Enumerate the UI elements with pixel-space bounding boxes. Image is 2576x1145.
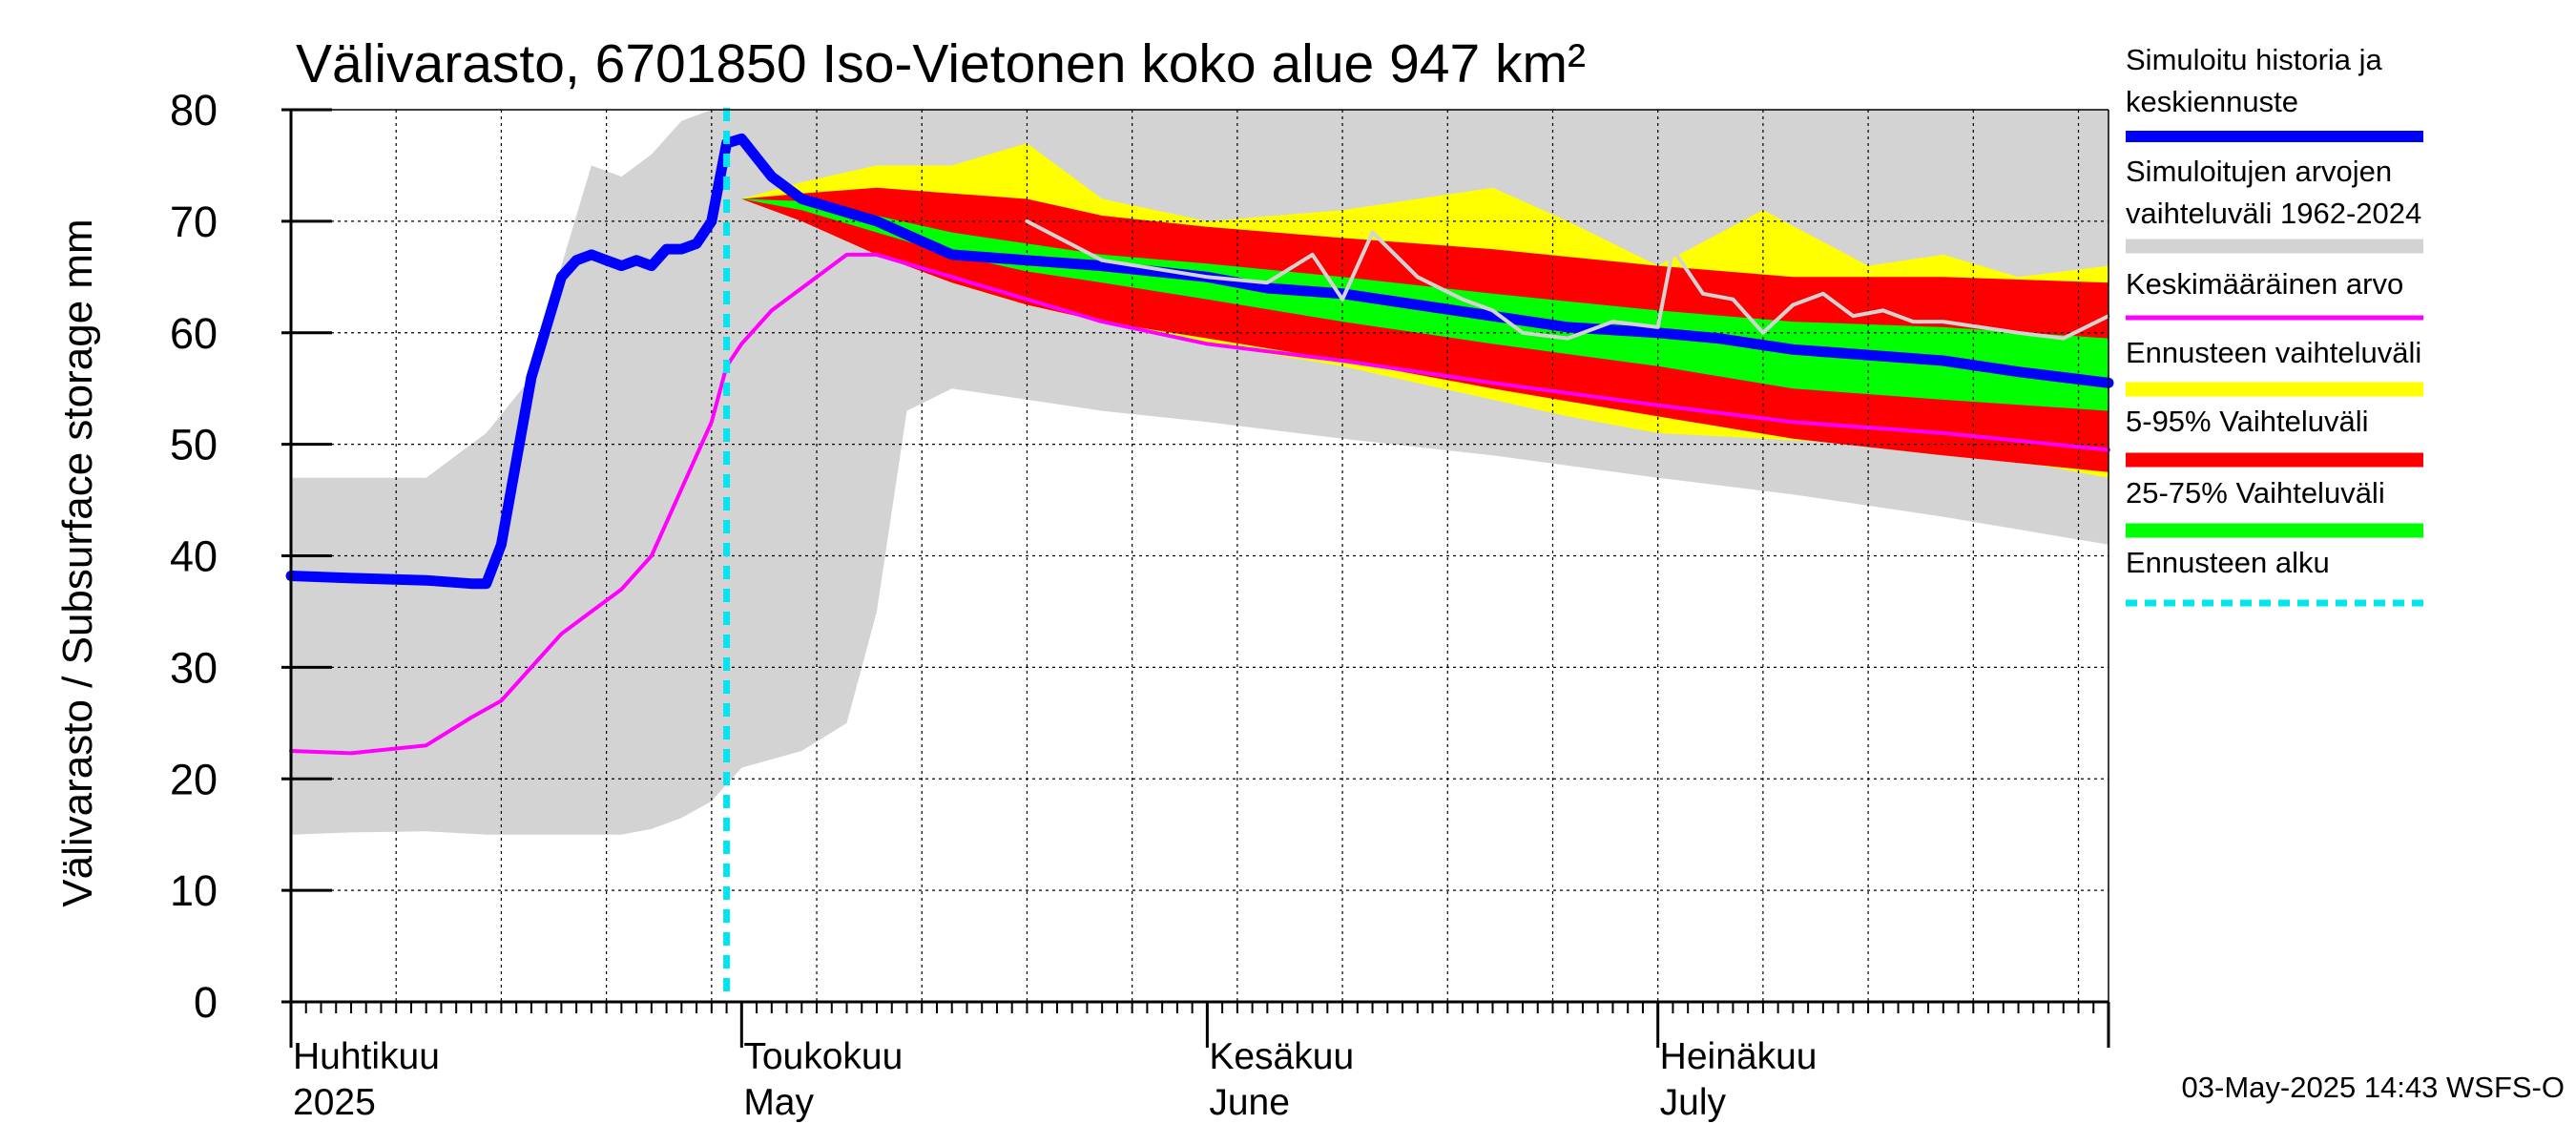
x-month-label: Kesäkuu bbox=[1209, 1036, 1354, 1077]
y-tick-label: 80 bbox=[170, 86, 218, 135]
y-tick-label: 0 bbox=[194, 978, 218, 1027]
chart-title: Välivarasto, 6701850 Iso-Vietonen koko a… bbox=[296, 33, 1586, 94]
legend-label: Simuloitujen arvojen bbox=[2126, 155, 2392, 188]
legend-label: Ennusteen vaihteluväli bbox=[2126, 336, 2421, 369]
y-tick-label: 40 bbox=[170, 532, 218, 581]
x-month-sublabel: May bbox=[743, 1082, 814, 1123]
y-tick-label: 60 bbox=[170, 309, 218, 358]
y-tick-label: 10 bbox=[170, 866, 218, 915]
legend-label: Keskimääräinen arvo bbox=[2126, 267, 2403, 301]
legend: Simuloitu historia ja keskiennuste Simuloi… bbox=[2126, 43, 2423, 607]
series-line-2 bbox=[1025, 219, 2110, 341]
y-tick-label: 30 bbox=[170, 643, 218, 692]
y-tick-label: 50 bbox=[170, 421, 218, 469]
legend-label: keskiennuste bbox=[2126, 85, 2298, 118]
legend-label: vaihteluväli 1962-2024 bbox=[2126, 197, 2421, 230]
timestamp: 03-May-2025 14:43 WSFS-O bbox=[2182, 1071, 2565, 1104]
legend-label: 5-95% Vaihteluväli bbox=[2126, 405, 2368, 438]
series-line-1 bbox=[289, 252, 2110, 756]
x-month-sublabel: July bbox=[1660, 1082, 1727, 1123]
axes: 0 10 20 30 40 50 60 70 80 Huhtikuu 2025 Toukokuu May… bbox=[170, 86, 2110, 1123]
line-layer bbox=[285, 108, 2114, 1002]
x-month-label: Toukokuu bbox=[743, 1036, 903, 1077]
y-tick-label: 20 bbox=[170, 755, 218, 803]
band-0 bbox=[291, 110, 2109, 835]
legend-label: Simuloitu historia ja bbox=[2126, 43, 2383, 76]
x-month-sublabel: 2025 bbox=[293, 1082, 376, 1123]
grid bbox=[291, 110, 2109, 1002]
y-tick-label: 70 bbox=[170, 198, 218, 246]
y-axis-label: Välivarasto / Subsurface storage mm bbox=[54, 219, 101, 906]
band-layer bbox=[291, 110, 2109, 835]
x-month-label: Heinäkuu bbox=[1660, 1036, 1818, 1077]
legend-label: 25-75% Vaihteluväli bbox=[2126, 476, 2385, 510]
series-line-0 bbox=[285, 133, 2114, 590]
x-month-label: Huhtikuu bbox=[293, 1036, 440, 1077]
legend-label: Ennusteen alku bbox=[2126, 546, 2330, 579]
x-month-sublabel: June bbox=[1209, 1082, 1290, 1123]
